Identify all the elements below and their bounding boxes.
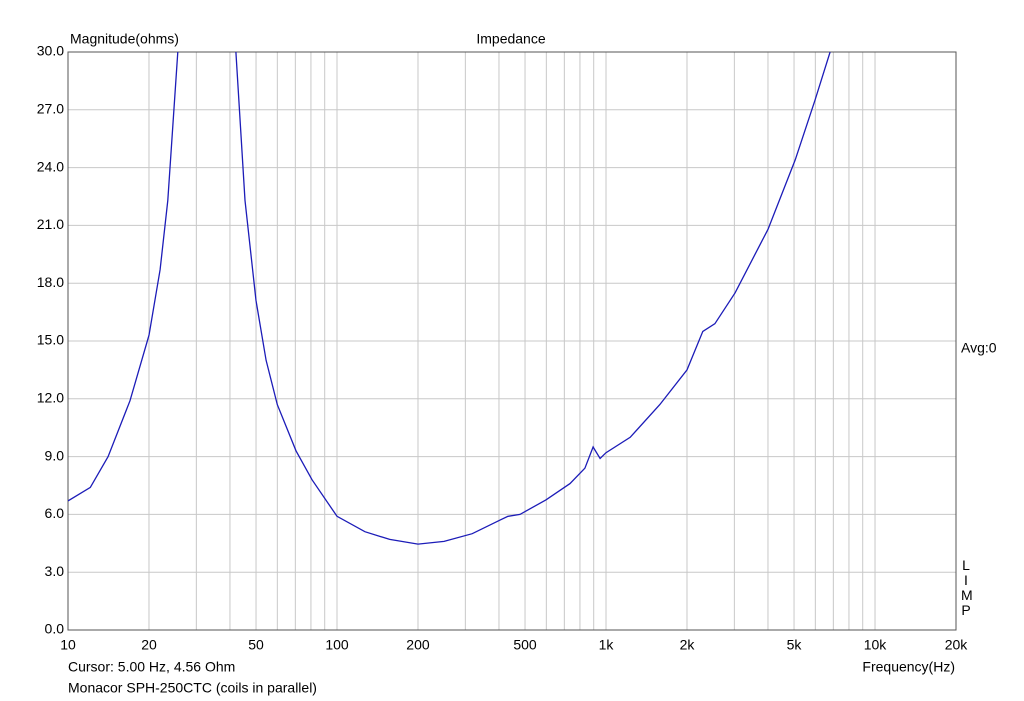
plot-frame [67,51,957,631]
avg-label: Avg:0 [961,340,997,356]
y-tick-label: 21.0 [37,216,64,232]
grid [67,51,957,631]
x-tick-label: 50 [248,637,264,653]
y-tick-label: 12.0 [37,390,64,406]
y-tick-label: 24.0 [37,158,64,174]
plot-area [68,52,831,545]
cursor-readout: Cursor: 5.00 Hz, 4.56 Ohm [68,659,235,675]
x-tick-label: 5k [787,637,803,653]
x-tick-label: 1k [599,637,615,653]
labels: 0.0 3.0 6.0 9.0 12.0 15.0 18.0 21.0 24.0 27.0 30.0… [37,43,969,653]
y-tick-label: 15.0 [37,332,64,348]
x-tick-label: 10k [864,637,888,653]
x-tick-label: 500 [513,637,537,653]
x-tick-label: 10 [60,637,76,653]
x-tick-label: 100 [325,637,349,653]
x-tick-label: 20 [141,637,157,653]
x-axis-label: Frequency(Hz) [862,659,955,675]
y-tick-label: 0.0 [45,621,65,637]
y-axis-label: Magnitude(ohms) [70,31,179,47]
y-tick-label: 6.0 [45,505,65,521]
impedance-line [68,52,831,545]
x-tick-label: 200 [406,637,430,653]
y-tick-label: 27.0 [37,101,64,117]
caption: Monacor SPH-250CTC (coils in parallel) [68,680,317,696]
y-tick-label: 3.0 [45,563,65,579]
side-label: LIMP [961,557,973,618]
x-tick-label: 2k [680,637,696,653]
chart-title: Impedance [476,31,545,47]
y-tick-label: 18.0 [37,274,64,290]
y-tick-label: 30.0 [37,43,64,59]
x-tick-label: 20k [945,637,969,653]
y-tick-label: 9.0 [45,447,65,463]
